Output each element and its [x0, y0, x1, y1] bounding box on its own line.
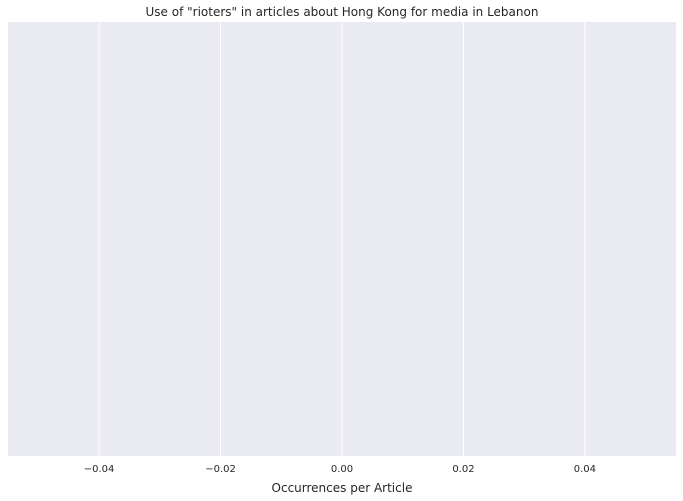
- x-tick-label: −0.04: [84, 464, 115, 475]
- x-tick-label: 0.00: [331, 464, 353, 475]
- x-tick-label: −0.02: [205, 464, 236, 475]
- chart-title: Use of "rioters" in articles about Hong …: [146, 5, 539, 19]
- x-tick-label: 0.02: [452, 464, 474, 475]
- x-tick-labels: −0.04 −0.02 0.00 0.02 0.04: [84, 464, 596, 475]
- gridlines: [98, 22, 586, 456]
- x-axis-label: Occurrences per Article: [272, 481, 413, 495]
- x-tick-label: 0.04: [574, 464, 596, 475]
